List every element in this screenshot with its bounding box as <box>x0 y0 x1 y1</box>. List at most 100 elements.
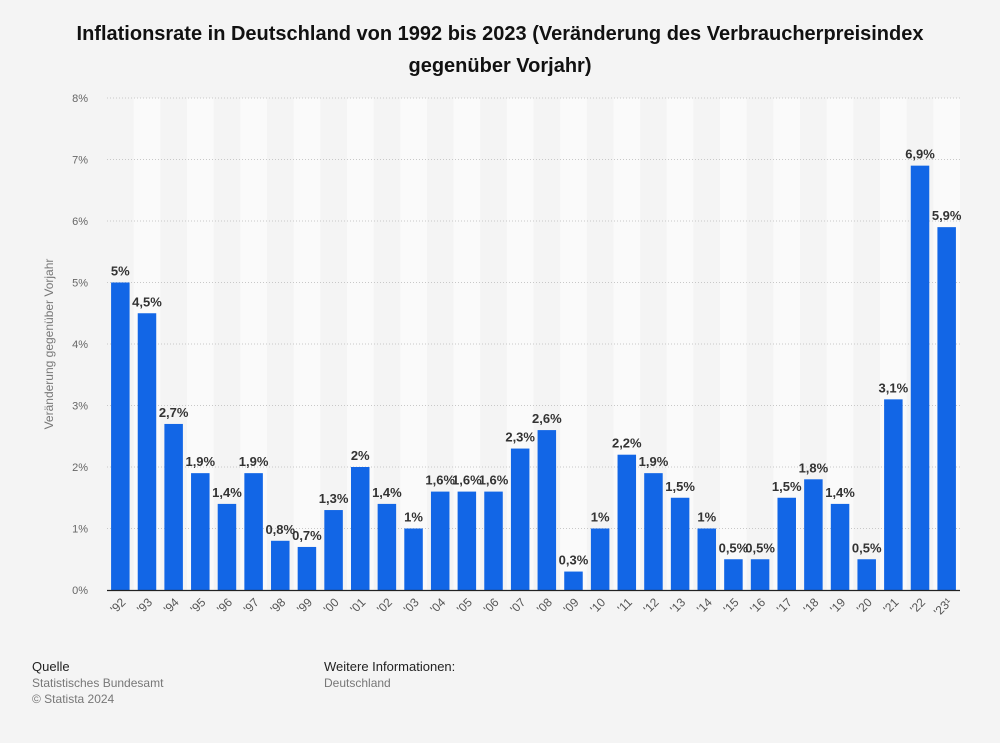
x-tick-label: '11 <box>615 595 636 616</box>
column-stripe <box>720 98 747 590</box>
bar <box>697 528 717 590</box>
y-tick-label: 3% <box>72 401 88 413</box>
data-label: 1% <box>697 510 716 525</box>
y-axis-label: Veränderung gegenüber Vorjahr <box>42 259 56 430</box>
bar <box>244 473 263 590</box>
data-label: 6,9% <box>905 147 935 162</box>
bar <box>884 399 903 590</box>
data-label: 2,7% <box>159 405 189 420</box>
bar <box>350 467 370 590</box>
bar <box>804 479 823 590</box>
data-label: 1,6% <box>425 473 455 488</box>
bar <box>830 503 850 590</box>
data-label: 5,9% <box>932 208 962 223</box>
bar <box>377 503 397 590</box>
bar <box>937 227 956 590</box>
bar <box>910 165 930 590</box>
data-label: 2% <box>351 448 370 463</box>
bar <box>777 497 796 590</box>
x-tick-label: '92 <box>107 595 128 616</box>
bar <box>484 491 503 590</box>
column-stripe <box>560 98 587 590</box>
data-label: 0,7% <box>292 528 322 543</box>
x-tick-label: '02 <box>374 595 395 616</box>
data-label: 1,3% <box>319 491 349 506</box>
x-tick-label: '99 <box>294 595 315 616</box>
y-tick-label: 8% <box>72 93 88 105</box>
bar <box>724 559 743 590</box>
bar <box>164 423 183 590</box>
bar <box>537 430 557 590</box>
y-tick-label: 1% <box>72 524 88 536</box>
x-tick-label: '97 <box>241 595 262 616</box>
x-tick-label: '01 <box>347 595 368 616</box>
data-label: 1,6% <box>479 473 509 488</box>
y-tick-label: 4% <box>72 339 88 351</box>
data-label: 2,6% <box>532 411 562 426</box>
x-tick-label: '03 <box>401 595 422 616</box>
y-tick-label: 2% <box>72 462 88 474</box>
x-tick-label: '20 <box>854 595 875 616</box>
x-tick-label: '21 <box>881 595 902 616</box>
data-label: 5% <box>111 264 130 279</box>
data-label: 1% <box>591 510 610 525</box>
data-label: 2,2% <box>612 436 642 451</box>
data-label: 1,5% <box>772 479 802 494</box>
data-label: 0,3% <box>559 553 589 568</box>
x-tick-label: '15 <box>721 595 742 616</box>
x-tick-label: '00 <box>321 595 342 616</box>
data-label: 0,5% <box>852 540 882 555</box>
data-label: 1,4% <box>372 485 402 500</box>
x-tick-label: '17 <box>774 595 795 616</box>
copyright-text: © Statista 2024 <box>32 692 115 706</box>
y-tick-label: 0% <box>72 585 88 597</box>
bar <box>297 546 317 590</box>
x-tick-label: '16 <box>747 595 768 616</box>
x-tick-label: '10 <box>587 595 608 616</box>
data-label: 4,5% <box>132 294 162 309</box>
y-tick-label: 5% <box>72 278 88 290</box>
x-tick-label: '12 <box>641 595 662 616</box>
x-tick-label: '08 <box>534 595 555 616</box>
bar <box>271 540 290 590</box>
source-block: Quelle Statistisches Bundesamt © Statist… <box>32 659 163 707</box>
y-tick-label: 6% <box>72 216 88 228</box>
x-tick-label: '94 <box>161 595 182 616</box>
bar <box>191 473 210 590</box>
x-tick-label: '93 <box>134 595 155 616</box>
bar <box>111 282 130 590</box>
data-label: 1% <box>404 510 423 525</box>
bar <box>137 313 157 590</box>
bar <box>644 473 663 590</box>
data-label: 3,1% <box>879 380 909 395</box>
x-tick-label: '05 <box>454 595 475 616</box>
x-tick-label: '98 <box>267 595 288 616</box>
x-tick-label: '14 <box>694 595 715 616</box>
bar <box>430 491 450 590</box>
data-label: 1,6% <box>452 473 482 488</box>
x-tick-label: '09 <box>561 595 582 616</box>
x-tick-label: '95 <box>187 595 208 616</box>
data-label: 1,9% <box>185 454 215 469</box>
data-label: 1,4% <box>825 485 855 500</box>
data-label: 0,5% <box>745 540 775 555</box>
x-tick-label: '18 <box>801 595 822 616</box>
bar <box>324 510 343 590</box>
data-label: 1,9% <box>639 454 669 469</box>
data-label: 2,3% <box>505 430 535 445</box>
chart-title: Inflationsrate in Deutschland von 1992 b… <box>76 23 924 77</box>
data-label: 1,5% <box>665 479 695 494</box>
bar <box>590 528 610 590</box>
x-tick-label: '06 <box>481 595 502 616</box>
source-heading: Quelle <box>32 659 70 674</box>
info-region: Deutschland <box>324 676 391 690</box>
x-tick-label: '07 <box>507 595 528 616</box>
x-tick-label: '13 <box>667 595 688 616</box>
info-heading: Weitere Informationen: <box>324 659 456 674</box>
x-tick-label: '19 <box>827 595 848 616</box>
data-label: 1,9% <box>239 454 269 469</box>
bar <box>457 491 477 590</box>
bar <box>617 454 637 590</box>
bar <box>670 497 690 590</box>
